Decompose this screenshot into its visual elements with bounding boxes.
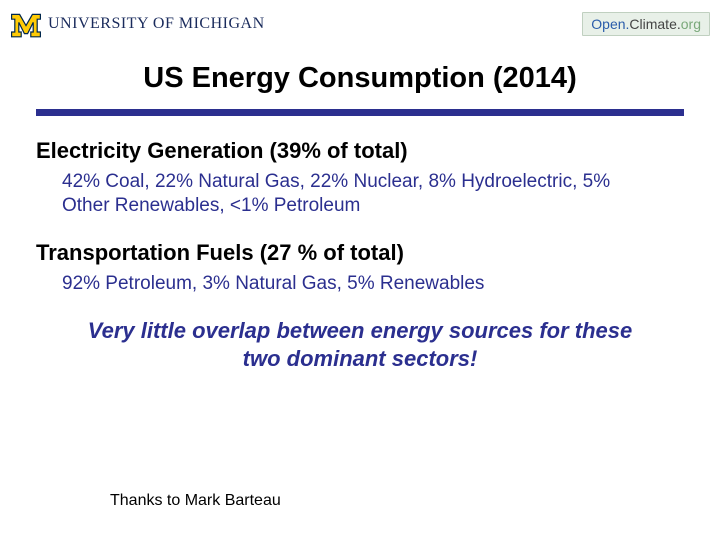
- um-wordmark: UNIVERSITY OF MICHIGAN: [48, 15, 265, 33]
- um-block-m-icon: [10, 8, 42, 40]
- credit-text: Thanks to Mark Barteau: [110, 492, 281, 510]
- slide-header: UNIVERSITY OF MICHIGAN Open.Climate.org: [0, 0, 720, 44]
- section-body: 92% Petroleum, 3% Natural Gas, 5% Renewa…: [62, 272, 642, 296]
- oc-org-text: org: [681, 16, 701, 32]
- slide-content: Electricity Generation (39% of total) 42…: [0, 116, 720, 372]
- section-electricity: Electricity Generation (39% of total) 42…: [36, 138, 684, 218]
- callout-text: Very little overlap between energy sourc…: [76, 317, 644, 372]
- oc-climate-text: Climate.: [629, 16, 680, 32]
- oc-open-text: Open.: [591, 16, 629, 32]
- section-transportation: Transportation Fuels (27 % of total) 92%…: [36, 240, 684, 296]
- section-heading: Transportation Fuels (27 % of total): [36, 240, 684, 266]
- open-climate-badge: Open.Climate.org: [582, 12, 710, 36]
- um-logo: UNIVERSITY OF MICHIGAN: [10, 8, 265, 40]
- title-underline: [36, 109, 684, 116]
- section-body: 42% Coal, 22% Natural Gas, 22% Nuclear, …: [62, 170, 642, 218]
- section-heading: Electricity Generation (39% of total): [36, 138, 684, 164]
- slide-title: US Energy Consumption (2014): [0, 62, 720, 95]
